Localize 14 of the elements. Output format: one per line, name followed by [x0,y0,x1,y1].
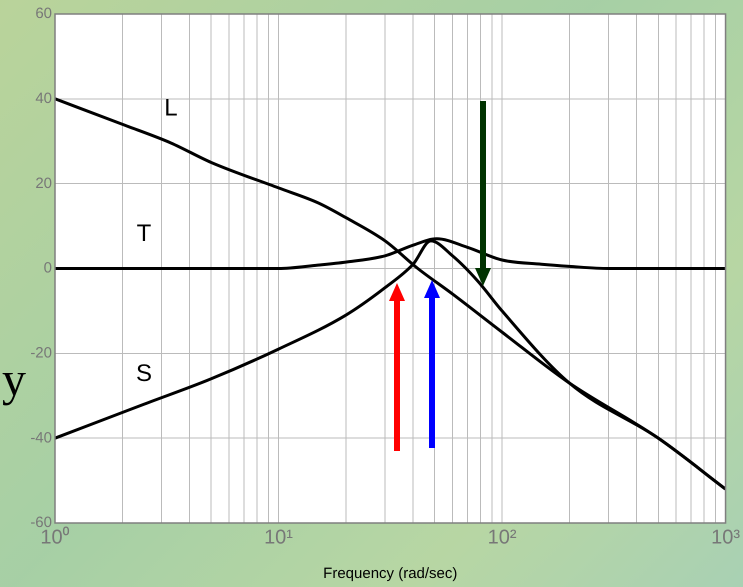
y-tick-label: 0 [44,260,52,277]
y-tick-label: -20 [30,344,52,362]
series-label: T [136,220,152,248]
text: y [2,352,26,408]
y-tick-label: 60 [35,5,52,22]
y-tick-label: 20 [35,174,52,192]
series-label: S [136,360,152,387]
x-axis-title: Frequency (rad/sec) [323,565,458,582]
x-tick-label: 10³ [711,526,740,549]
y-tick-label: 40 [35,90,52,107]
x-tick-label: 10¹ [264,526,294,549]
x-tick-label: 10² [488,526,517,549]
y-tick-label: -40 [30,429,52,446]
series-label: L [164,94,178,122]
